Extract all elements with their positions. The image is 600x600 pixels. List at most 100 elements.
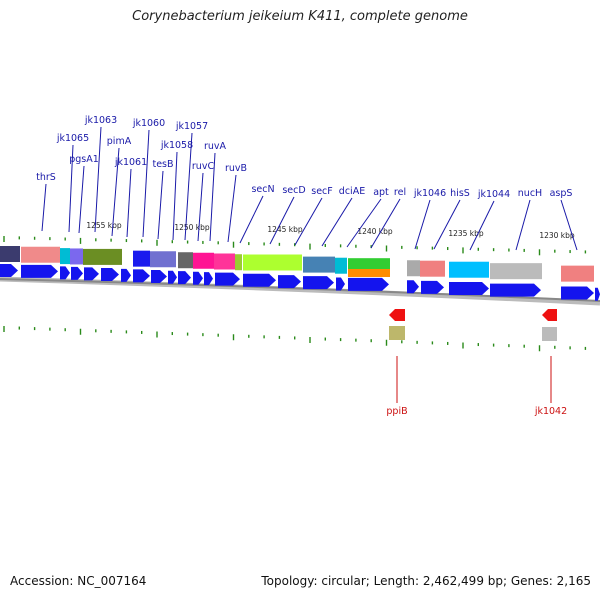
- gene-label-leader: [94, 126, 102, 233]
- bottom-tick-row: [3, 326, 587, 352]
- gene-label: jk1063: [84, 115, 117, 126]
- cog-segment: [133, 250, 150, 267]
- forward-gene-arrow: [449, 281, 489, 295]
- forward-gene-arrow: [561, 286, 594, 300]
- gene-label-leader: [227, 174, 237, 243]
- forward-gene-arrow: [243, 273, 276, 287]
- gene-label: hisS: [450, 188, 470, 199]
- gene-label: jk1044: [477, 189, 510, 200]
- forward-gene-arrow: [101, 268, 119, 282]
- gene-label-leader: [197, 172, 204, 242]
- forward-gene-arrow: [490, 283, 541, 297]
- cog-segment: [214, 253, 235, 270]
- gene-label: thrS: [36, 172, 56, 183]
- gene-label: secD: [282, 185, 305, 196]
- reverse-gene-arrow: [389, 309, 405, 321]
- forward-gene-arrow: [84, 267, 99, 281]
- gene-label: ruvB: [225, 163, 247, 174]
- forward-gene-arrow: [133, 269, 150, 283]
- forward-gene-arrow: [595, 287, 600, 301]
- gene-label-leader: [294, 197, 323, 246]
- gene-label-leader: [346, 198, 382, 248]
- cog-segment: [303, 256, 335, 273]
- forward-gene-arrow: [71, 266, 83, 280]
- gene-label: nucH: [518, 188, 542, 199]
- gene-label-leader: [239, 195, 264, 244]
- gene-label-reverse: jk1042: [534, 406, 567, 417]
- scale-tick-label: 1250 kbp: [174, 223, 210, 232]
- scale-tick-label: 1240 kbp: [357, 227, 393, 236]
- gene-label-leader: [321, 197, 353, 247]
- gene-label: ruvA: [204, 141, 227, 152]
- gene-label-leader: [414, 199, 431, 250]
- gene-label-leader: [560, 199, 578, 251]
- gene-label: jk1060: [132, 118, 165, 129]
- forward-gene-arrow: [60, 266, 70, 280]
- gene-label-leader: [370, 198, 401, 249]
- gene-label-leader: [515, 199, 531, 251]
- cog-segment: [70, 248, 83, 265]
- gene-label-leader: [469, 200, 495, 251]
- cog-segment: [449, 261, 489, 278]
- gene-label-leader: [126, 168, 132, 238]
- cog-segment: [60, 248, 70, 265]
- reverse-gene-arrows: [389, 309, 557, 341]
- gene-label: ruvC: [192, 161, 215, 172]
- cog-segment: [335, 257, 347, 274]
- gene-label-leader: [269, 196, 295, 245]
- gene-label: jk1046: [413, 188, 446, 199]
- gene-label-leader: [41, 183, 47, 232]
- cog-color-bar: [0, 246, 594, 282]
- forward-gene-arrow: [0, 264, 18, 277]
- forward-gene-arrow: [348, 277, 389, 291]
- forward-gene-arrows: [0, 264, 600, 301]
- gene-label-leader: [209, 152, 216, 242]
- gene-label: rel: [394, 187, 406, 198]
- accession-text: Accession: NC_007164: [10, 574, 147, 588]
- gene-label: jk1061: [114, 157, 147, 168]
- forward-gene-arrow: [421, 280, 444, 294]
- cog-segment: [490, 263, 542, 280]
- cog-segment: [420, 260, 445, 277]
- gene-label-leaders: [41, 126, 578, 403]
- gene-label-leader: [184, 132, 193, 241]
- reverse-cog-box: [389, 326, 405, 340]
- backbone-line: [0, 278, 600, 302]
- forward-gene-arrow: [21, 264, 58, 278]
- reverse-gene-arrow: [542, 309, 557, 321]
- forward-gene-arrow: [178, 271, 191, 285]
- forward-gene-arrow: [121, 268, 131, 282]
- genome-backbone: [0, 276, 600, 306]
- cog-segment: [561, 265, 594, 282]
- cog-segment: [21, 246, 60, 263]
- gene-label-leader: [142, 129, 150, 238]
- scale-tick-label: 1255 kbp: [86, 221, 122, 230]
- gene-label-leader: [157, 170, 164, 240]
- scale-tick-labels: 1255 kbp 1250 kbp 1245 kbp 1240 kbp 1235 kbp…: [86, 221, 575, 240]
- genome-title: Corynebacterium jeikeium K411, complete …: [132, 9, 468, 24]
- forward-gene-arrow: [278, 275, 301, 289]
- gene-label-reverse: ppiB: [386, 406, 407, 417]
- cog-segment: [83, 248, 122, 265]
- forward-gene-arrow: [193, 271, 203, 285]
- cog-segment: [178, 252, 193, 269]
- forward-gene-arrow: [303, 276, 334, 290]
- top-tick-row: [3, 236, 587, 256]
- cog-segment: [0, 246, 20, 262]
- gene-label: jk1065: [56, 133, 89, 144]
- gene-label: aspS: [550, 188, 573, 199]
- scale-tick-label: 1235 kbp: [448, 229, 484, 238]
- forward-gene-arrow: [336, 277, 345, 291]
- gene-label: pgsA1: [69, 154, 99, 165]
- gene-label: secF: [311, 186, 332, 197]
- forward-gene-arrow: [168, 270, 177, 284]
- forward-gene-arrow: [151, 270, 167, 284]
- cog-segment: [348, 269, 390, 277]
- gene-label-leader: [68, 144, 74, 233]
- cog-segment: [243, 254, 302, 271]
- gene-label-leader: [172, 151, 178, 241]
- gene-label-leader: [433, 199, 461, 250]
- scale-tick-label: 1230 kbp: [539, 231, 575, 240]
- forward-gene-arrow: [407, 280, 419, 294]
- gene-label: apt: [373, 187, 389, 198]
